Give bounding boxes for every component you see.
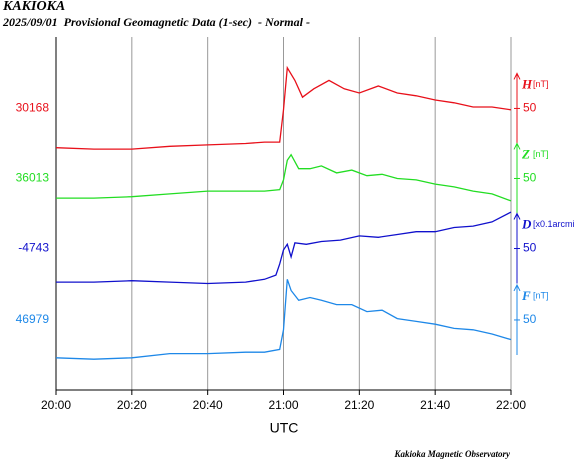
data-line bbox=[55, 65, 512, 150]
y-tick-label: 46979 bbox=[16, 312, 50, 326]
footer: Kakioka Magnetic Observatory bbox=[394, 449, 511, 459]
legend-name: Z bbox=[521, 146, 530, 161]
legend-unit: [nT] bbox=[533, 149, 549, 159]
x-tick-label: 21:40 bbox=[420, 398, 450, 412]
scale-label: 50 bbox=[523, 312, 537, 326]
x-tick-label: 20:40 bbox=[193, 398, 223, 412]
station: KAKIOKA bbox=[2, 0, 65, 14]
y-tick-label: -4743 bbox=[18, 241, 49, 255]
data-line bbox=[56, 211, 512, 285]
scale-label: 50 bbox=[523, 171, 537, 185]
x-tick-label: 22:00 bbox=[496, 398, 526, 412]
arrow-head bbox=[513, 142, 521, 150]
chart-title: 2025/09/01 Provisional Geomagnetic Data … bbox=[2, 15, 310, 29]
legend-unit: [nT] bbox=[533, 79, 549, 89]
y-tick-label: 36013 bbox=[16, 171, 50, 185]
legend-name: F bbox=[521, 288, 531, 303]
y-tick-label: 30168 bbox=[16, 101, 50, 115]
x-axis-label: UTC bbox=[270, 420, 299, 436]
arrow-head bbox=[513, 283, 521, 292]
x-tick-label: 20:20 bbox=[117, 398, 147, 412]
data-line bbox=[56, 153, 512, 202]
arrow-head bbox=[513, 212, 521, 220]
legend-name: D bbox=[521, 216, 532, 231]
legend-unit: [x0.1arcmi bbox=[533, 219, 575, 229]
x-tick-label: 21:00 bbox=[268, 398, 298, 412]
legend-unit: [nT] bbox=[533, 290, 549, 300]
data-line bbox=[55, 279, 512, 360]
x-tick-label: 21:20 bbox=[344, 398, 374, 412]
scale-label: 50 bbox=[523, 101, 537, 115]
x-tick-label: 20:00 bbox=[41, 398, 71, 412]
scale-label: 50 bbox=[523, 241, 537, 255]
arrow-head bbox=[513, 72, 521, 80]
legend-name: H bbox=[521, 76, 533, 91]
